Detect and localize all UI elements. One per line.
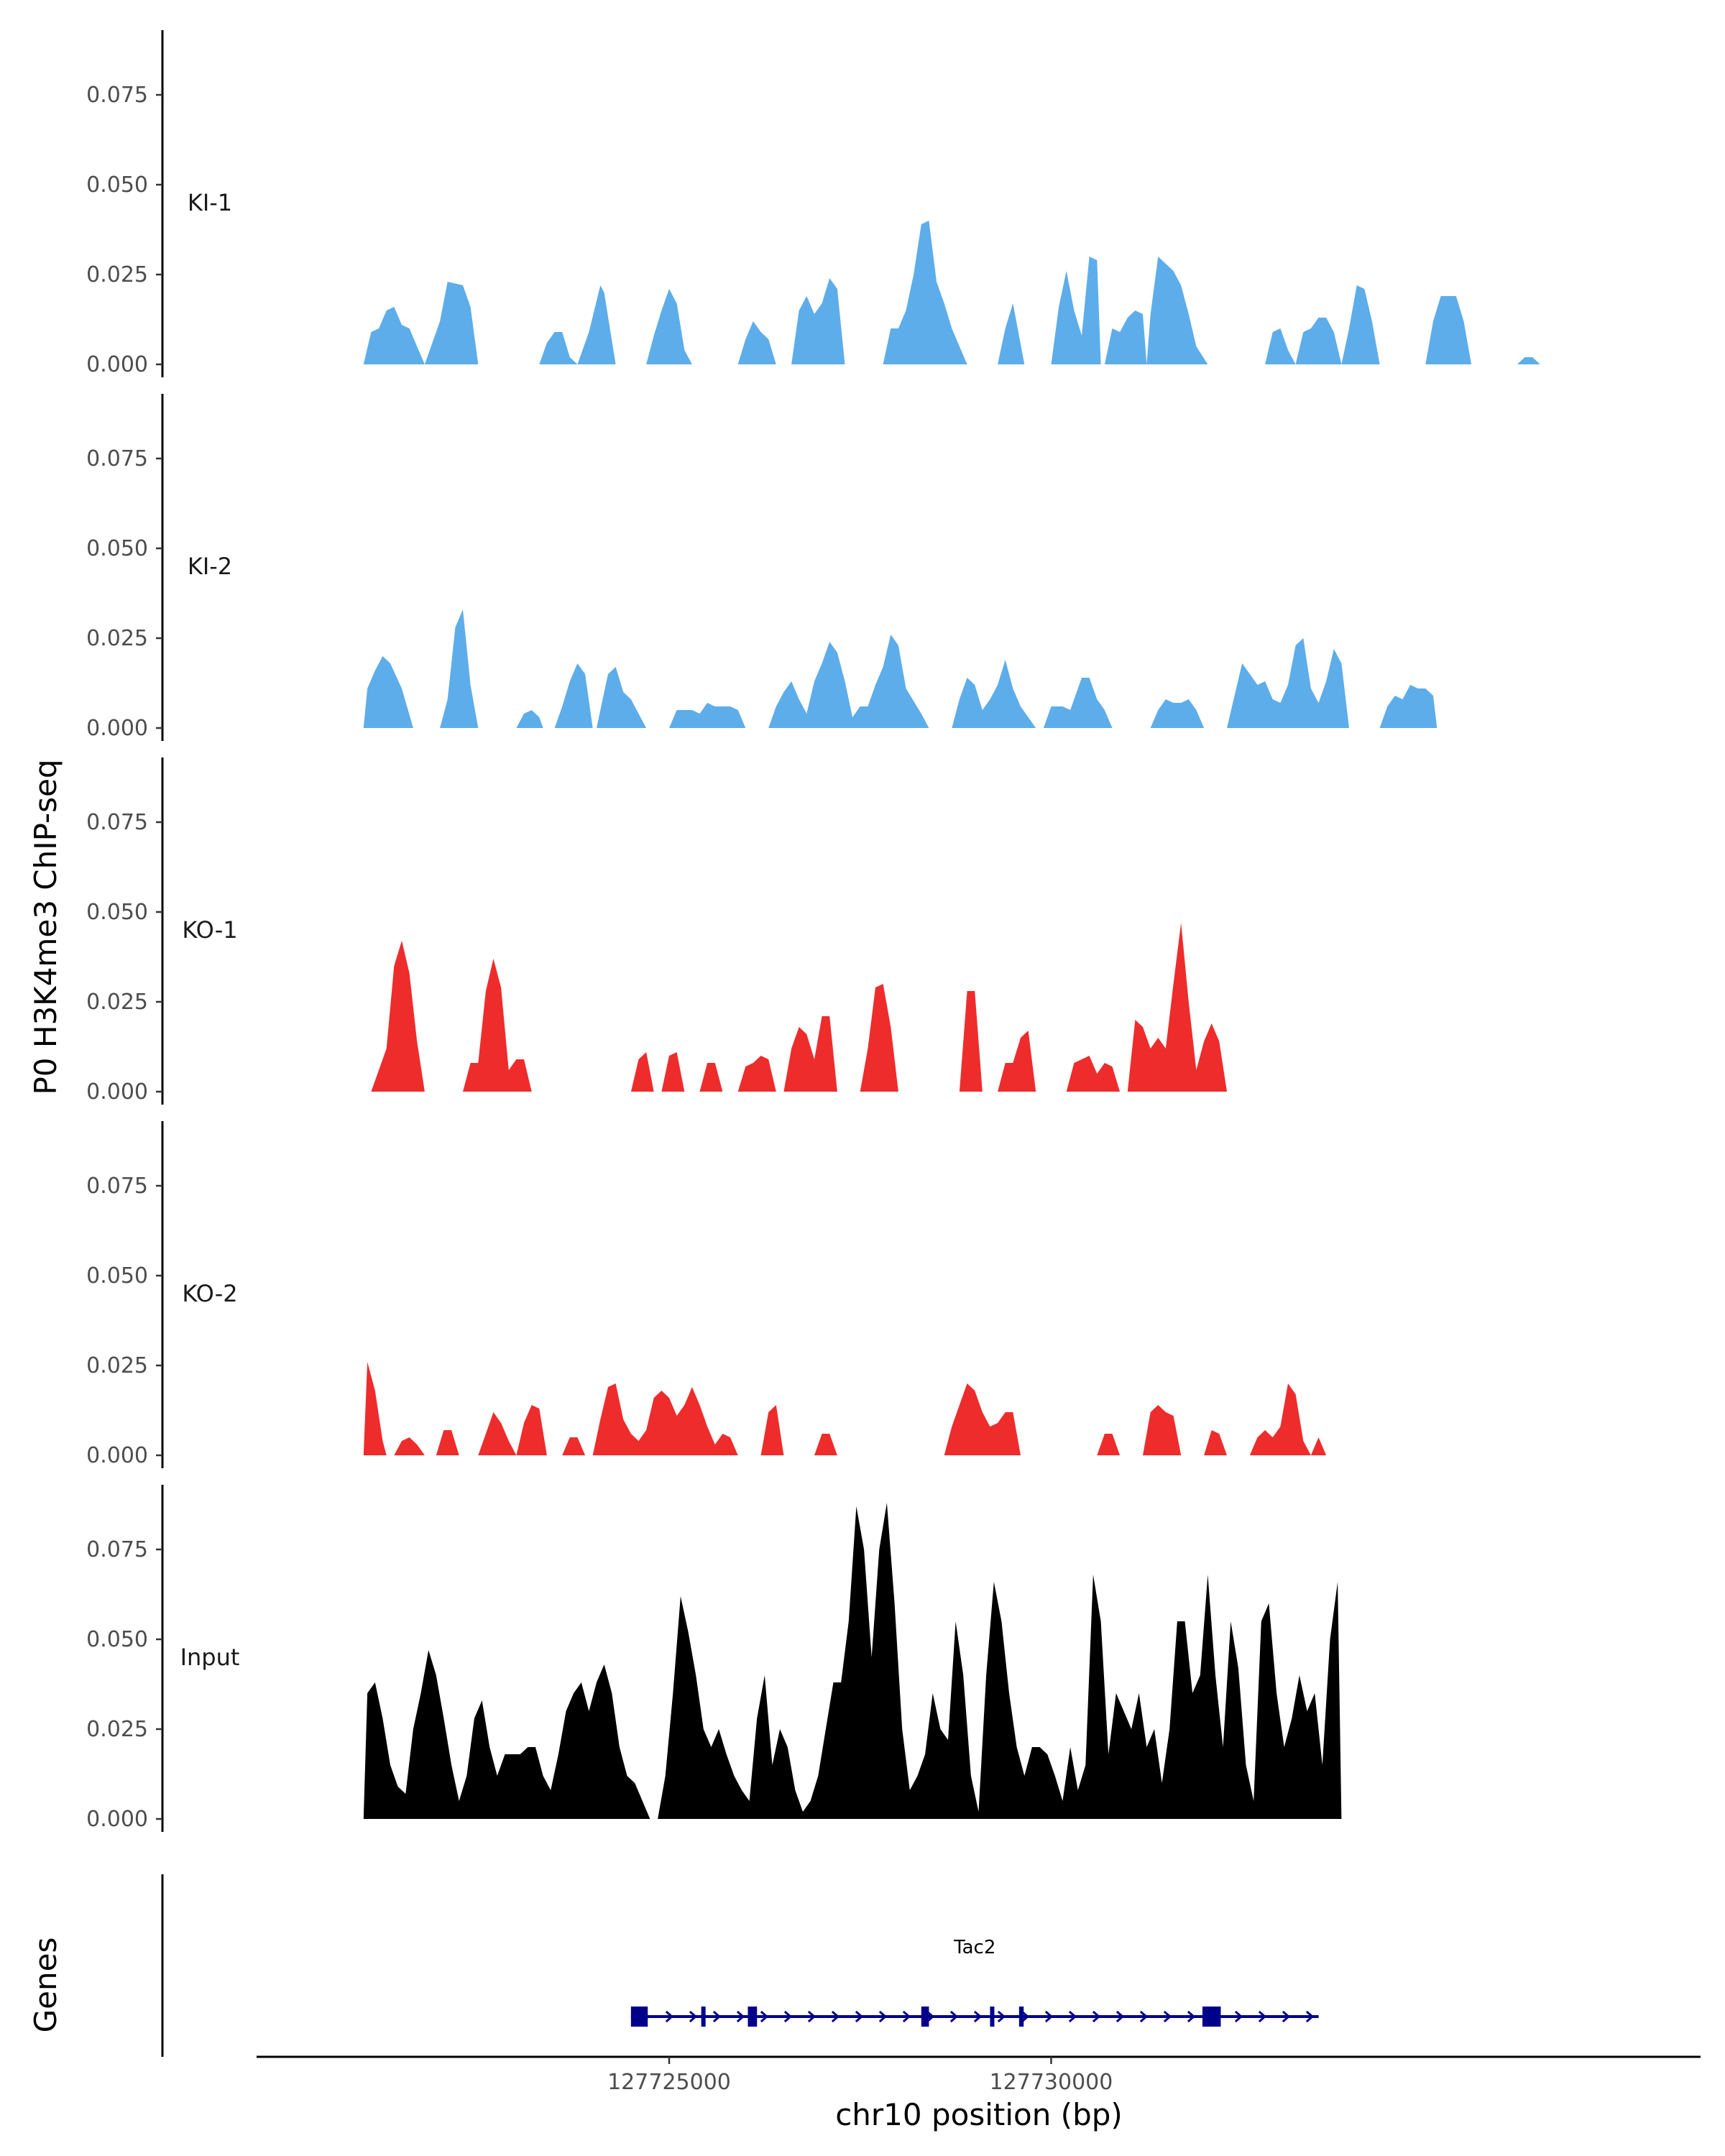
y-axis-title: P0 H3K4me3 ChIP-seq [28, 759, 63, 1095]
track-label: KI-2 [188, 553, 232, 580]
x-tick-label: 127725000 [607, 2070, 731, 2095]
strand-arrow [736, 2010, 745, 2023]
y-tick-label: 0.075 [86, 446, 148, 471]
y-tick-label: 0.050 [86, 1263, 148, 1289]
y-tick-label: 0.075 [86, 83, 148, 108]
strand-arrow [902, 2010, 911, 2023]
genes-label: Genes [28, 1938, 63, 2033]
gene-exon [1018, 2007, 1024, 2027]
track-panels: 0.0750.0500.0250.000KI-10.0750.0500.0250… [86, 30, 1540, 1832]
track-label: KI-1 [188, 189, 232, 216]
gene-name-label: Tac2 [953, 1937, 995, 1958]
gene-exon [701, 2007, 706, 2027]
strand-arrow [1092, 2010, 1101, 2023]
y-tick-label: 0.000 [86, 1443, 148, 1468]
x-axis: 127725000 127730000 chr10 position (bp) [257, 2055, 1701, 2132]
y-tick-label: 0.000 [86, 352, 148, 377]
track-input: 0.075 0.050 0.025 0.000 Input [86, 1485, 1342, 1832]
gene-exon [630, 2007, 648, 2027]
y-tick-label: 0.025 [86, 1717, 148, 1742]
track-label: Input [180, 1644, 240, 1671]
y-tick-label: 0.025 [86, 262, 148, 287]
strand-arrow [665, 2010, 674, 2023]
strand-arrow [1068, 2010, 1077, 2023]
y-tick-label: 0.050 [86, 900, 148, 925]
track-ki-2: 0.075 0.050 0.025 0.000 KI-2 [86, 394, 1438, 741]
y-tick-label: 0.075 [86, 1174, 148, 1199]
y-tick-label: 0.075 [86, 1537, 148, 1562]
signal-area-ki-1 [363, 221, 1540, 364]
y-tick-label: 0.050 [86, 1627, 148, 1652]
strand-arrow [760, 2010, 769, 2023]
x-axis-title: chr10 position (bp) [835, 2097, 1123, 2132]
y-tick-label: 0.025 [86, 626, 148, 651]
x-tick-label: 127730000 [990, 2070, 1113, 2095]
gene-model [630, 2007, 1319, 2027]
y-tick-label: 0.050 [86, 172, 148, 198]
strand-arrow [831, 2010, 840, 2023]
strand-arrow [973, 2010, 983, 2023]
gene-exon [990, 2007, 995, 2027]
strand-arrow [1044, 2010, 1054, 2023]
strand-arrow [1187, 2010, 1196, 2023]
strand-arrow [1234, 2010, 1243, 2023]
y-tick-label: 0.075 [86, 810, 148, 835]
signal-area-ko-2 [363, 1362, 1327, 1455]
signal-area-ki-2 [363, 609, 1438, 728]
strand-arrow [926, 2010, 935, 2023]
y-tick-label: 0.025 [86, 990, 148, 1015]
y-tick-label: 0.000 [86, 1079, 148, 1105]
track-label: KO-1 [182, 916, 237, 944]
strand-arrow [712, 2010, 722, 2023]
signal-area-ko-1 [371, 923, 1227, 1092]
strand-arrow [783, 2010, 793, 2023]
strand-arrow [1258, 2010, 1267, 2023]
strand-arrow [1282, 2010, 1291, 2023]
y-tick-label: 0.050 [86, 536, 148, 561]
genes-panel: Genes Tac2 [28, 1874, 1319, 2057]
gene-exon [921, 2007, 929, 2027]
track-ki-1: 0.075 0.050 0.025 0.000 KI-1 [86, 30, 1540, 377]
gene-exon [1202, 2007, 1221, 2027]
strand-arrow [1021, 2010, 1030, 2023]
gene-exon [748, 2007, 758, 2027]
strand-arrow [878, 2010, 888, 2023]
x-ticks: 127725000 127730000 [607, 2057, 1113, 2095]
y-tick-label: 0.000 [86, 1807, 148, 1832]
strand-arrow [807, 2010, 816, 2023]
y-tick-label: 0.025 [86, 1353, 148, 1378]
strand-arrow [997, 2010, 1006, 2023]
track-ko-2: 0.075 0.050 0.025 0.000 KO-2 [86, 1121, 1327, 1468]
strand-arrow [1116, 2010, 1125, 2023]
strand-arrow [855, 2010, 864, 2023]
track-ko-1: 0.075 0.050 0.025 0.000 KO-1 [86, 757, 1227, 1105]
signal-area-input [363, 1503, 1342, 1819]
y-tick-label: 0.000 [86, 716, 148, 741]
strand-arrow [689, 2010, 698, 2023]
strand-arrow [1139, 2010, 1149, 2023]
track-label: KO-2 [182, 1280, 237, 1307]
strand-arrow [1163, 2010, 1172, 2023]
strand-arrow [949, 2010, 959, 2023]
strand-arrow [1305, 2010, 1315, 2023]
